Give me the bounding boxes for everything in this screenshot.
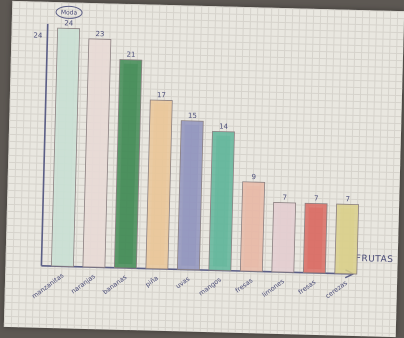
y-axis [40, 23, 49, 266]
category-label: uvas [174, 274, 192, 290]
data-label: 23 [95, 30, 104, 38]
category-label: mangos [197, 275, 223, 297]
bar-shading [87, 42, 107, 264]
category-label: piña [144, 274, 160, 289]
moda-circle [55, 5, 83, 19]
category-label: manzanitas [30, 271, 66, 300]
category-label: fresas [234, 276, 255, 294]
data-label: 7 [282, 194, 287, 202]
bar-shading [244, 185, 261, 268]
y-tick-label: 24 [33, 31, 43, 39]
data-label: 15 [188, 112, 197, 120]
data-label: 9 [251, 173, 256, 181]
bar-shading [212, 135, 231, 267]
data-label: 7 [314, 194, 319, 202]
x-axis-label: FRUTAS [356, 254, 394, 265]
bar-shading [118, 63, 138, 265]
data-label: 14 [219, 123, 229, 131]
bar-shading [181, 124, 200, 266]
category-label: bananas [101, 273, 129, 296]
data-label: 17 [157, 91, 166, 99]
graph-paper: FRUTAS 24 24 manzanitas 23 naranjas 21 bananas 1… [3, 0, 404, 338]
category-label: naranjas [70, 272, 98, 295]
category-label: fresas [297, 278, 318, 296]
bar-shading [307, 207, 324, 270]
data-label: 7 [345, 195, 350, 203]
moda-annotation: Moda [61, 9, 78, 16]
category-label: cerezas [324, 279, 349, 301]
bar-shading [338, 208, 355, 270]
bar-shading [55, 32, 76, 263]
data-label: 24 [64, 19, 74, 27]
category-label: limones [261, 277, 287, 299]
bar-shading [149, 104, 169, 265]
data-label: 21 [126, 51, 135, 59]
bar-chart: FRUTAS 24 24 manzanitas 23 naranjas 21 bananas 1… [30, 5, 394, 301]
bar-shading [275, 206, 292, 269]
